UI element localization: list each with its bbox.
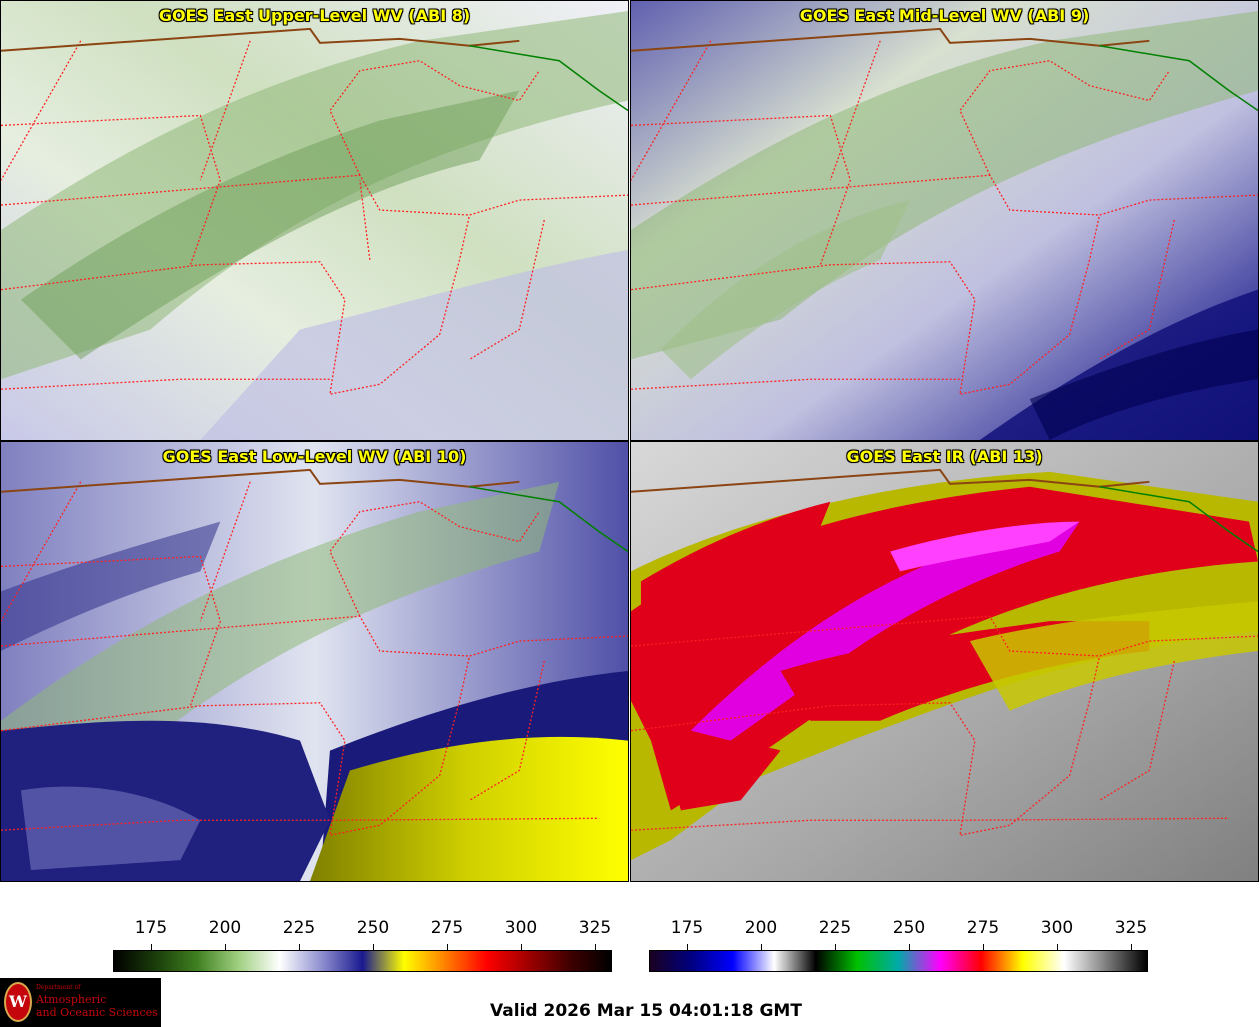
colorbar-tick-label: 225 [282, 918, 316, 938]
colorbar-tick [1057, 944, 1058, 950]
colorbar-tick [835, 944, 836, 950]
colorbar-tick [521, 944, 522, 950]
panel-mid-wv: GOES East Mid-Level WV (ABI 9) [630, 0, 1259, 441]
wv-colorbar-gradient [113, 950, 612, 972]
colorbar-tick-label: 275 [966, 918, 1000, 938]
mid-wv-image [631, 1, 1258, 440]
colorbar-tick [299, 944, 300, 950]
logo-line1: Atmospheric [36, 993, 107, 1006]
panel-title: GOES East Upper-Level WV (ABI 8) [158, 6, 471, 25]
valid-time: Valid 2026 Mar 15 04:01:18 GMT [490, 1001, 802, 1021]
panel-title: GOES East Low-Level WV (ABI 10) [162, 447, 467, 466]
logo-line2: and Oceanic Sciences [36, 1006, 158, 1019]
ir-image [631, 442, 1258, 881]
logo-dept: Department of [36, 984, 81, 991]
aos-logo: W Department of Atmospheric and Oceanic … [0, 978, 161, 1027]
colorbar-tick-label: 225 [818, 918, 852, 938]
colorbar-tick-label: 200 [744, 918, 778, 938]
low-wv-image [1, 442, 628, 881]
wv-colorbar: 175 200 225 250 275 300 325 [113, 918, 612, 972]
colorbar-tick [595, 944, 596, 950]
panel-low-wv: GOES East Low-Level WV (ABI 10) [0, 441, 629, 882]
colorbar-tick-label: 175 [134, 918, 168, 938]
colorbar-tick [373, 944, 374, 950]
colorbar-tick-label: 300 [1040, 918, 1074, 938]
colorbar-tick-label: 300 [504, 918, 538, 938]
colorbar-tick [761, 944, 762, 950]
upper-wv-image [1, 1, 628, 440]
colorbar-tick-label: 325 [1114, 918, 1148, 938]
colorbar-tick [225, 944, 226, 950]
panel-title: GOES East IR (ABI 13) [846, 447, 1043, 466]
colorbar-tick-label: 175 [670, 918, 704, 938]
colorbar-tick [447, 944, 448, 950]
panel-ir: GOES East IR (ABI 13) [630, 441, 1259, 882]
colorbar-tick-label: 325 [578, 918, 612, 938]
colorbar-tick-label: 250 [892, 918, 926, 938]
panel-title: GOES East Mid-Level WV (ABI 9) [799, 6, 1090, 25]
colorbar-tick-label: 275 [430, 918, 464, 938]
colorbar-tick-label: 250 [356, 918, 390, 938]
colorbar-tick [1131, 944, 1132, 950]
colorbar-tick [151, 944, 152, 950]
panel-upper-wv: GOES East Upper-Level WV (ABI 8) [0, 0, 629, 441]
colorbar-tick-label: 200 [208, 918, 242, 938]
colorbar-tick [983, 944, 984, 950]
colorbar-tick [687, 944, 688, 950]
colorbar-tick [909, 944, 910, 950]
ir-colorbar: 175 200 225 250 275 300 325 [649, 918, 1148, 972]
ir-colorbar-gradient [649, 950, 1148, 972]
uw-crest-icon: W [4, 982, 32, 1022]
